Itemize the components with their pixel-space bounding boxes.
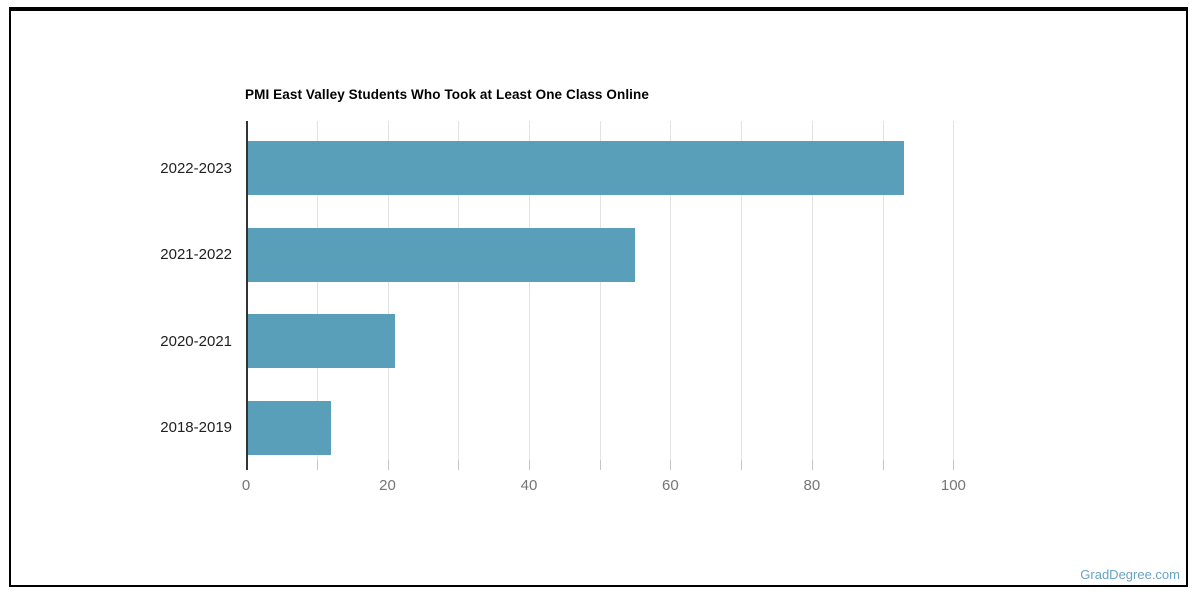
x-axis-tick bbox=[741, 460, 743, 470]
bar-2022-2023 bbox=[246, 141, 904, 195]
chart-title: PMI East Valley Students Who Took at Lea… bbox=[245, 87, 649, 102]
plot-area bbox=[246, 121, 1010, 467]
bar-row bbox=[246, 208, 1010, 295]
x-axis-tick bbox=[882, 460, 884, 470]
x-axis-tick bbox=[599, 460, 601, 470]
gridline bbox=[882, 121, 884, 460]
chart-card: PMI East Valley Students Who Took at Lea… bbox=[9, 7, 1188, 587]
x-axis-tick bbox=[458, 460, 460, 470]
gridline bbox=[811, 121, 813, 460]
x-axis-tick-label: 60 bbox=[662, 477, 679, 494]
x-axis-tick bbox=[529, 460, 530, 470]
y-axis-label: 2018-2019 bbox=[160, 419, 232, 436]
bar-row bbox=[246, 121, 1010, 208]
gridline bbox=[316, 121, 318, 460]
gridline bbox=[458, 121, 460, 460]
x-axis-tick-label: 100 bbox=[940, 477, 966, 494]
x-axis-tick-label: 0 bbox=[241, 477, 251, 494]
bar-row bbox=[246, 381, 1010, 468]
gridline bbox=[387, 121, 389, 460]
x-axis-tick bbox=[953, 460, 955, 470]
gridline bbox=[529, 121, 530, 460]
bar-2021-2022 bbox=[246, 227, 636, 282]
x-axis-tick-label: 20 bbox=[379, 477, 396, 494]
y-axis-label: 2022-2023 bbox=[160, 159, 232, 177]
bar-row bbox=[246, 294, 1010, 381]
gridline bbox=[953, 121, 955, 460]
gridline bbox=[741, 121, 743, 460]
watermark-link[interactable]: GradDegree.com bbox=[1080, 567, 1180, 582]
x-axis-tick bbox=[670, 460, 672, 470]
y-axis-labels: 2022-2023 2021-2022 2020-2021 2018-2019 bbox=[11, 121, 232, 467]
y-axis-line bbox=[246, 121, 248, 470]
x-axis-tick bbox=[316, 460, 318, 470]
x-axis-tick-label: 80 bbox=[803, 477, 821, 494]
x-axis: 0 20 40 60 80 100 bbox=[242, 460, 1010, 505]
gridline bbox=[670, 121, 672, 460]
gridline bbox=[599, 121, 601, 460]
y-axis-label: 2020-2021 bbox=[160, 332, 232, 350]
bar-2018-2019 bbox=[246, 400, 331, 455]
y-axis-label: 2021-2022 bbox=[160, 246, 232, 263]
bar-2020-2021 bbox=[246, 314, 395, 368]
x-axis-tick-label: 40 bbox=[520, 477, 538, 494]
x-axis-tick bbox=[387, 460, 389, 470]
x-axis-tick bbox=[811, 460, 813, 470]
